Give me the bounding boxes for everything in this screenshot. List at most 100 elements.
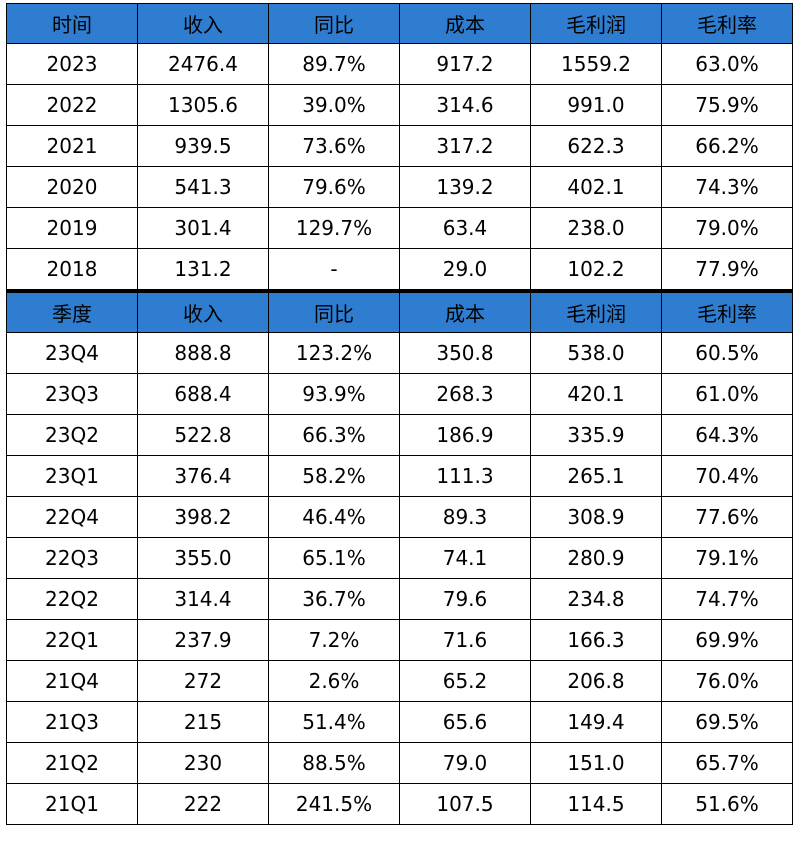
table-cell: 65.2 bbox=[399, 660, 531, 702]
table-cell: 114.5 bbox=[530, 783, 662, 825]
table-row: 21Q1 222 241.5% 107.5 114.5 51.6% bbox=[6, 783, 793, 825]
table-cell: 186.9 bbox=[399, 414, 531, 456]
table-cell: 2476.4 bbox=[137, 43, 269, 85]
table-cell: 77.9% bbox=[661, 248, 793, 290]
table-cell: 129.7% bbox=[268, 207, 400, 249]
table-cell: 522.8 bbox=[137, 414, 269, 456]
table-cell: 29.0 bbox=[399, 248, 531, 290]
table-cell: 36.7% bbox=[268, 578, 400, 620]
table-cell: 237.9 bbox=[137, 619, 269, 661]
table-cell: 79.0% bbox=[661, 207, 793, 249]
table-cell: 74.1 bbox=[399, 537, 531, 579]
table-cell: 2021 bbox=[6, 125, 138, 167]
table-cell: 60.5% bbox=[661, 332, 793, 374]
table-cell: 308.9 bbox=[530, 496, 662, 538]
table-cell: 102.2 bbox=[530, 248, 662, 290]
table-row: 2023 2476.4 89.7% 917.2 1559.2 63.0% bbox=[6, 43, 793, 85]
annual-column-header: 同比 bbox=[268, 3, 400, 44]
table-cell: 280.9 bbox=[530, 537, 662, 579]
table-cell: 107.5 bbox=[399, 783, 531, 825]
quarterly-column-header: 收入 bbox=[137, 290, 269, 333]
annual-column-header: 时间 bbox=[6, 3, 138, 44]
table-cell: 888.8 bbox=[137, 332, 269, 374]
table-cell: 688.4 bbox=[137, 373, 269, 415]
table-cell: 234.8 bbox=[530, 578, 662, 620]
table-cell: 79.0 bbox=[399, 742, 531, 784]
table-row: 23Q4 888.8 123.2% 350.8 538.0 60.5% bbox=[6, 332, 793, 374]
annual-body: 2023 2476.4 89.7% 917.2 1559.2 63.0% 2022 1305.… bbox=[6, 43, 793, 290]
table-cell: 222 bbox=[137, 783, 269, 825]
quarterly-body: 23Q4 888.8 123.2% 350.8 538.0 60.5% 23Q3 688.4 9… bbox=[6, 332, 793, 825]
table-cell: 376.4 bbox=[137, 455, 269, 497]
table-cell: 2020 bbox=[6, 166, 138, 208]
table-cell: 139.2 bbox=[399, 166, 531, 208]
table-cell: 538.0 bbox=[530, 332, 662, 374]
table-cell: 69.9% bbox=[661, 619, 793, 661]
table-cell: 23Q4 bbox=[6, 332, 138, 374]
table-row: 22Q3 355.0 65.1% 74.1 280.9 79.1% bbox=[6, 537, 793, 579]
table-cell: 77.6% bbox=[661, 496, 793, 538]
table-cell: 206.8 bbox=[530, 660, 662, 702]
table-cell: 314.6 bbox=[399, 84, 531, 126]
annual-column-header: 收入 bbox=[137, 3, 269, 44]
table-cell: 51.6% bbox=[661, 783, 793, 825]
table-cell: 63.4 bbox=[399, 207, 531, 249]
table-cell: 61.0% bbox=[661, 373, 793, 415]
table-cell: 66.3% bbox=[268, 414, 400, 456]
table-cell: 149.4 bbox=[530, 701, 662, 743]
table-cell: 314.4 bbox=[137, 578, 269, 620]
table-cell: 79.6 bbox=[399, 578, 531, 620]
table-cell: 63.0% bbox=[661, 43, 793, 85]
table-cell: 64.3% bbox=[661, 414, 793, 456]
table-cell: 166.3 bbox=[530, 619, 662, 661]
table-cell: 93.9% bbox=[268, 373, 400, 415]
table-cell: 22Q1 bbox=[6, 619, 138, 661]
quarterly-column-header: 同比 bbox=[268, 290, 400, 333]
table-cell: 39.0% bbox=[268, 84, 400, 126]
table-cell: 71.6 bbox=[399, 619, 531, 661]
table-cell: 238.0 bbox=[530, 207, 662, 249]
table-cell: 2019 bbox=[6, 207, 138, 249]
table-cell: 2018 bbox=[6, 248, 138, 290]
table-cell: 23Q1 bbox=[6, 455, 138, 497]
table-cell: 89.7% bbox=[268, 43, 400, 85]
table-row: 22Q1 237.9 7.2% 71.6 166.3 69.9% bbox=[6, 619, 793, 661]
table-cell: 51.4% bbox=[268, 701, 400, 743]
annual-column-header: 毛利率 bbox=[661, 3, 793, 44]
table-cell: 241.5% bbox=[268, 783, 400, 825]
table-cell: 420.1 bbox=[530, 373, 662, 415]
table-row: 23Q2 522.8 66.3% 186.9 335.9 64.3% bbox=[6, 414, 793, 456]
table-cell: 21Q4 bbox=[6, 660, 138, 702]
table-row: 2021 939.5 73.6% 317.2 622.3 66.2% bbox=[6, 125, 793, 167]
table-cell: 66.2% bbox=[661, 125, 793, 167]
table-cell: 402.1 bbox=[530, 166, 662, 208]
table-cell: 151.0 bbox=[530, 742, 662, 784]
quarterly-column-header: 毛利润 bbox=[530, 290, 662, 333]
table-row: 23Q1 376.4 58.2% 111.3 265.1 70.4% bbox=[6, 455, 793, 497]
table-cell: 272 bbox=[137, 660, 269, 702]
table-cell: - bbox=[268, 248, 400, 290]
table-row: 22Q4 398.2 46.4% 89.3 308.9 77.6% bbox=[6, 496, 793, 538]
table-cell: 1305.6 bbox=[137, 84, 269, 126]
table-cell: 111.3 bbox=[399, 455, 531, 497]
table-cell: 622.3 bbox=[530, 125, 662, 167]
table-cell: 123.2% bbox=[268, 332, 400, 374]
table-cell: 69.5% bbox=[661, 701, 793, 743]
table-cell: 74.3% bbox=[661, 166, 793, 208]
table-row: 2020 541.3 79.6% 139.2 402.1 74.3% bbox=[6, 166, 793, 208]
table-cell: 7.2% bbox=[268, 619, 400, 661]
table-cell: 2022 bbox=[6, 84, 138, 126]
quarterly-header-row: 季度 收入 同比 成本 毛利润 毛利率 bbox=[6, 290, 793, 333]
table-row: 2022 1305.6 39.0% 314.6 991.0 75.9% bbox=[6, 84, 793, 126]
table-row: 21Q2 230 88.5% 79.0 151.0 65.7% bbox=[6, 742, 793, 784]
financial-tables: 时间 收入 同比 成本 毛利润 毛利率 2023 2476.4 89.7% 917.2 1559.… bbox=[6, 3, 793, 825]
table-cell: 79.1% bbox=[661, 537, 793, 579]
table-cell: 70.4% bbox=[661, 455, 793, 497]
table-row: 22Q2 314.4 36.7% 79.6 234.8 74.7% bbox=[6, 578, 793, 620]
table-cell: 21Q2 bbox=[6, 742, 138, 784]
quarterly-column-header: 季度 bbox=[6, 290, 138, 333]
annual-header-row: 时间 收入 同比 成本 毛利润 毛利率 bbox=[6, 3, 793, 44]
table-row: 2018 131.2-29.0 102.2 77.9% bbox=[6, 248, 793, 290]
table-cell: 74.7% bbox=[661, 578, 793, 620]
table-cell: 21Q1 bbox=[6, 783, 138, 825]
